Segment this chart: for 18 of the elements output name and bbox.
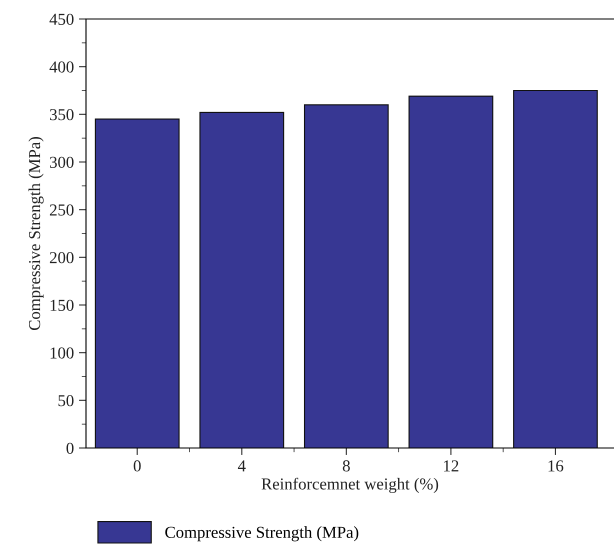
x-axis-title: Reinforcemnet weight (%) <box>262 478 438 494</box>
y-axis-title: Compressive Strength (MPa) <box>28 137 44 330</box>
y-tick-label: 350 <box>50 109 74 120</box>
x-tick-label: 16 <box>548 460 564 472</box>
legend-label: Compressive Strength (MPa) <box>165 526 358 542</box>
x-tick-label: 8 <box>342 460 350 472</box>
y-tick-label: 200 <box>50 252 74 264</box>
y-tick-label: 450 <box>50 14 74 25</box>
y-tick-label: 400 <box>50 61 74 73</box>
x-tick-label: 12 <box>444 460 458 472</box>
y-tick-label: 100 <box>50 347 74 359</box>
x-tick-label: 4 <box>238 460 246 472</box>
y-tick-label: 250 <box>50 204 74 216</box>
y-tick-label: 50 <box>58 395 74 406</box>
x-tick-label: 0 <box>134 460 141 472</box>
y-tick-label: 0 <box>66 442 74 454</box>
y-tick-label: 300 <box>50 156 74 168</box>
y-tick-label: 150 <box>50 300 74 311</box>
